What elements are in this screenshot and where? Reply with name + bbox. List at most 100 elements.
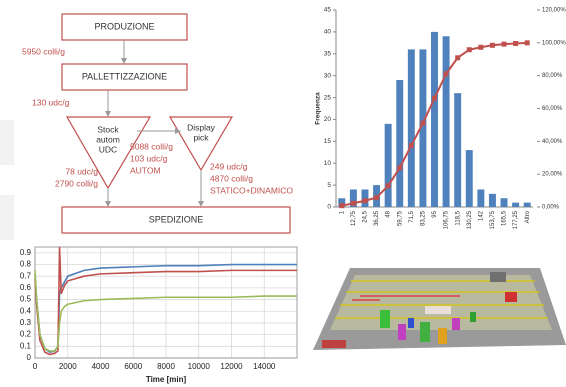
- node-label: UDC: [99, 144, 117, 154]
- x-tick-label: 153,75: [490, 210, 496, 229]
- flow-label: STATICO+DINAMICO: [210, 185, 293, 195]
- x-tick-label: 177,25: [513, 210, 519, 229]
- flow-label: 103 udc/g: [130, 153, 168, 163]
- line-marker: [478, 45, 483, 50]
- line-marker: [374, 195, 379, 200]
- flow-label: 130 udc/g: [32, 97, 70, 107]
- line-marker: [351, 201, 356, 206]
- bar: [431, 32, 438, 207]
- x-tick-label: 59,75: [397, 210, 403, 226]
- node-label: PRODUZIONE: [94, 21, 154, 31]
- node-label: SPEDIZIONE: [149, 214, 204, 224]
- line-marker: [386, 183, 391, 188]
- x-tick-label: 12000: [220, 362, 243, 371]
- y2-tick-label: 60,00%: [542, 106, 563, 112]
- x-tick-label: 6000: [124, 362, 142, 371]
- line-marker: [420, 121, 425, 126]
- node-label: PALLETTIZZAZIONE: [82, 71, 167, 81]
- x-tick-label: 8000: [157, 362, 175, 371]
- line-marker: [525, 40, 530, 45]
- x-tick-label: 36,25: [374, 210, 380, 226]
- y-tick-label: 0.7: [20, 271, 32, 280]
- x-tick-label: 4000: [92, 362, 110, 371]
- y-tick-label: 25: [324, 94, 332, 101]
- y-tick-label: 0.3: [20, 318, 32, 327]
- bar: [477, 189, 484, 207]
- line-marker: [467, 47, 472, 52]
- y-tick-label: 30: [324, 72, 332, 79]
- y-tick-label: 0.9: [20, 248, 32, 257]
- x-tick-label: 24,5: [363, 210, 369, 222]
- bar: [524, 203, 531, 207]
- line-marker: [432, 96, 437, 101]
- node-label: autom: [96, 134, 120, 144]
- flow-label: 78 udc/g: [65, 166, 98, 176]
- y-tick-label: 35: [324, 50, 332, 57]
- x-tick-label: 48: [386, 210, 392, 217]
- x-tick-label: 165,5: [502, 210, 508, 226]
- y-tick-label: 40: [324, 29, 332, 36]
- node-label: pick: [193, 132, 209, 142]
- x-tick-label: 71,5: [409, 210, 415, 222]
- x-tick-label: 106,75: [444, 210, 450, 229]
- y2-tick-label: 80,00%: [542, 73, 563, 79]
- line-marker: [444, 71, 449, 76]
- bar: [408, 49, 415, 207]
- x-tick-label: 130,25: [467, 210, 473, 229]
- line-marker: [362, 198, 367, 203]
- y-tick-label: 20: [324, 116, 332, 123]
- flow-label: 4870 colli/g: [210, 173, 253, 183]
- bar: [489, 194, 496, 207]
- x-tick-label: 118,5: [455, 210, 461, 225]
- x-tick-label: Altro: [525, 210, 531, 223]
- line-marker: [502, 42, 507, 47]
- node-label: Stock: [97, 124, 119, 134]
- flow-label: AUTOM: [130, 165, 161, 175]
- x-tick-label: 14000: [253, 362, 276, 371]
- x-tick-label: 142: [478, 210, 484, 221]
- side-shading: [0, 120, 14, 240]
- flow-label: 2790 colli/g: [55, 178, 98, 188]
- y-tick-label: 0: [327, 204, 331, 211]
- bar: [396, 80, 403, 207]
- bar: [466, 150, 473, 207]
- x-tick-label: 12,75: [351, 210, 357, 226]
- x-axis-title: Time [min]: [146, 375, 187, 384]
- y-tick-label: 0.4: [20, 306, 32, 315]
- x-tick-label: 0: [33, 362, 38, 371]
- y-axis-title: Frequenza: [315, 92, 322, 125]
- y-tick-label: 15: [324, 138, 332, 145]
- warehouse-render: [313, 268, 566, 350]
- line-marker: [490, 43, 495, 48]
- diagram-shapes: [62, 14, 290, 233]
- bar: [501, 198, 508, 207]
- flow-label: 249 udc/g: [210, 161, 248, 171]
- line-marker: [397, 165, 402, 170]
- y-tick-label: 0.6: [20, 283, 32, 292]
- line-marker: [455, 55, 460, 60]
- flow-label: 5088 colli/g: [130, 141, 173, 151]
- y2-tick-label: 100,00%: [542, 40, 566, 46]
- x-tick-label: 95: [432, 210, 438, 217]
- y-tick-label: 10: [324, 160, 332, 167]
- bar: [361, 189, 368, 207]
- y-tick-label: 0.5: [20, 295, 32, 304]
- y-tick-label: 45: [324, 7, 332, 14]
- y-tick-label: 0.2: [20, 330, 32, 339]
- y2-tick-label: 20,00%: [542, 172, 563, 178]
- y-tick-label: 0.8: [20, 260, 32, 269]
- bar: [512, 203, 519, 207]
- node-label: Display: [187, 122, 216, 132]
- y-tick-label: 0: [27, 353, 32, 362]
- flow-label: 5950 colli/g: [22, 46, 65, 56]
- y2-tick-label: 0,00%: [542, 205, 560, 211]
- y-tick-label: 0.1: [20, 341, 32, 350]
- x-tick-label: 2000: [59, 362, 77, 371]
- line-marker: [513, 41, 518, 46]
- bar: [385, 124, 392, 207]
- x-tick-label: 83,25: [420, 210, 426, 226]
- y-tick-label: 5: [327, 182, 331, 189]
- x-tick-label: 10000: [188, 362, 211, 371]
- x-tick-label: 1: [339, 210, 345, 214]
- bar: [443, 36, 450, 207]
